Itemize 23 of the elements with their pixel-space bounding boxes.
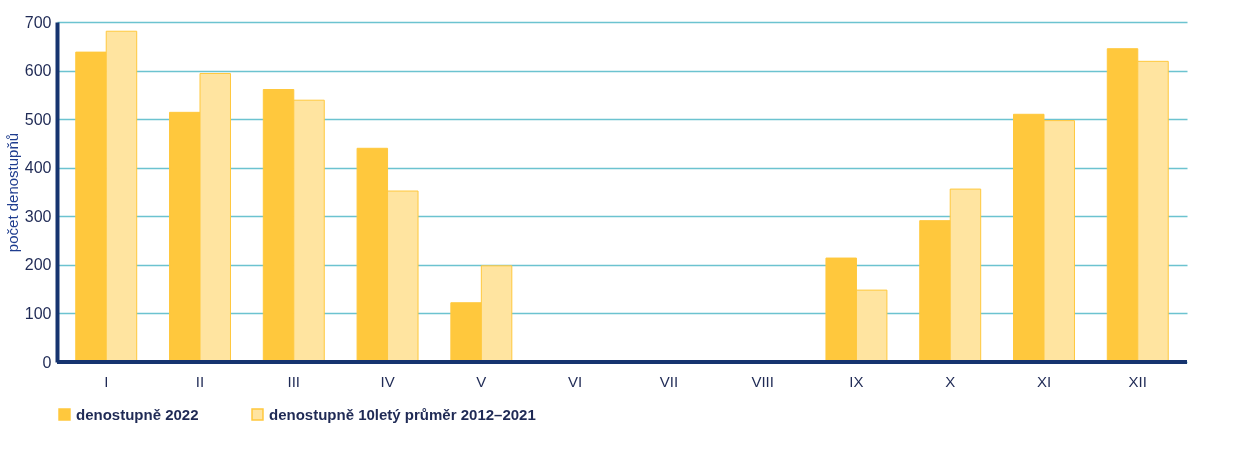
x-tick-label: IV <box>380 372 395 390</box>
y-tick-label: 400 <box>24 159 52 177</box>
x-tick-label: XI <box>1036 372 1052 390</box>
y-tick-label: 300 <box>24 207 52 225</box>
legend-label: denostupně 10letý průměr 2012–2021 <box>269 405 536 423</box>
y-tick-label: 600 <box>24 62 52 80</box>
x-tick-label: V <box>476 372 487 390</box>
x-tick-label: XII <box>1128 372 1147 390</box>
y-tick-label: 700 <box>24 13 52 31</box>
y-axis-title: počet denostupňů <box>3 132 21 253</box>
x-tick-label: III <box>287 372 301 390</box>
y-tick-label: 100 <box>24 304 52 322</box>
x-tick-label: VI <box>568 372 583 390</box>
y-tick-label: 200 <box>24 256 52 274</box>
legend-label: denostupně 2022 <box>76 405 199 423</box>
x-tick-label: VIII <box>751 372 774 390</box>
x-tick-label: IX <box>849 372 864 390</box>
y-tick-label: 0 <box>42 353 52 371</box>
x-tick-label: I <box>104 372 109 390</box>
x-tick-label: II <box>195 372 205 390</box>
y-tick-label: 500 <box>24 110 52 128</box>
x-tick-label: X <box>945 372 956 390</box>
x-tick-label: VII <box>659 372 679 390</box>
